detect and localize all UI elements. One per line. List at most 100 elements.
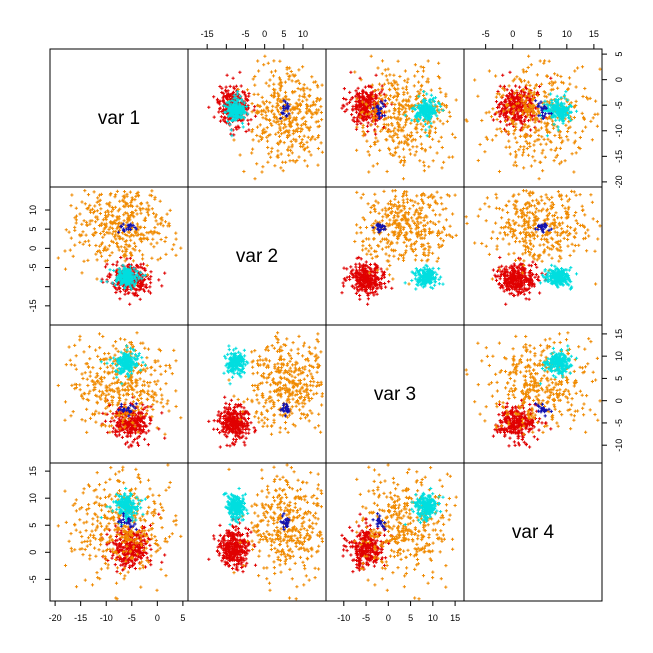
data-point (223, 115, 227, 119)
data-point (361, 88, 365, 92)
data-point (409, 104, 413, 108)
data-point (372, 104, 376, 108)
data-point (368, 262, 373, 267)
data-point (521, 153, 525, 157)
data-point (537, 177, 541, 181)
data-point (359, 104, 363, 108)
data-point (383, 99, 387, 103)
data-point (232, 96, 236, 100)
data-point (501, 73, 505, 77)
series-orange-points (464, 189, 602, 286)
data-point (253, 74, 257, 79)
data-point (437, 282, 441, 286)
data-point (402, 134, 406, 138)
data-point (439, 196, 443, 200)
data-point (215, 99, 220, 103)
data-point (403, 69, 407, 73)
data-point (256, 104, 260, 108)
data-point (367, 153, 371, 157)
data-point (295, 104, 299, 108)
data-point (538, 84, 542, 89)
data-point (218, 119, 223, 123)
data-point (277, 142, 281, 146)
data-point (559, 74, 563, 79)
data-point (545, 74, 549, 78)
data-point (99, 207, 103, 211)
data-point (159, 237, 163, 242)
data-point (433, 283, 437, 287)
data-point (583, 86, 587, 91)
data-point (390, 84, 394, 88)
panel-var-2-vs-var-1 (49, 186, 189, 326)
data-point (316, 119, 320, 123)
data-point (522, 145, 526, 149)
data-point (389, 81, 393, 85)
data-point (414, 287, 418, 291)
data-point (277, 134, 282, 138)
data-point (387, 254, 391, 258)
data-point (361, 130, 365, 134)
data-point (272, 92, 276, 96)
data-point (235, 127, 239, 131)
data-point (445, 119, 449, 123)
data-point (411, 145, 415, 149)
data-point (476, 158, 480, 163)
data-point (553, 133, 557, 138)
data-point (399, 117, 403, 121)
data-point (574, 109, 579, 113)
data-point (267, 133, 271, 138)
data-point (226, 119, 230, 124)
data-point (152, 245, 156, 249)
data-point (121, 249, 125, 253)
data-point (86, 258, 90, 262)
data-point (396, 200, 401, 204)
data-point (448, 224, 452, 228)
data-point (392, 79, 396, 83)
data-point (429, 93, 433, 97)
data-point (405, 197, 409, 201)
data-point (267, 118, 272, 123)
data-point (401, 256, 406, 260)
data-point (414, 253, 418, 258)
data-point (538, 243, 542, 247)
data-point (228, 122, 232, 126)
data-point (538, 291, 542, 295)
data-point (276, 119, 280, 123)
series-red-points (340, 255, 394, 306)
data-point (269, 122, 273, 126)
data-point (369, 123, 373, 127)
data-point (396, 237, 400, 241)
data-point (405, 80, 409, 84)
data-point (570, 152, 574, 156)
data-point (293, 160, 297, 164)
data-point (230, 91, 235, 95)
data-point (141, 253, 145, 257)
data-point (415, 127, 419, 131)
data-point (349, 70, 353, 74)
data-point (240, 121, 245, 125)
data-point (282, 141, 286, 145)
data-point (363, 98, 367, 102)
data-point (283, 80, 287, 84)
data-point (275, 117, 279, 121)
data-point (397, 211, 401, 215)
data-point (83, 240, 87, 244)
data-point (415, 145, 419, 149)
data-point (63, 249, 67, 253)
data-point (73, 228, 77, 232)
data-point (405, 138, 410, 142)
data-point (232, 116, 236, 120)
data-point (545, 134, 549, 138)
data-point (311, 100, 315, 104)
data-point (410, 216, 414, 220)
data-point (310, 115, 314, 119)
data-point (296, 111, 300, 115)
data-point (287, 145, 291, 149)
data-point (385, 102, 389, 106)
data-point (426, 59, 430, 63)
data-point (224, 110, 228, 114)
data-point (439, 237, 443, 241)
data-point (574, 85, 578, 89)
series-orange-points (353, 189, 458, 286)
data-point (257, 69, 261, 73)
